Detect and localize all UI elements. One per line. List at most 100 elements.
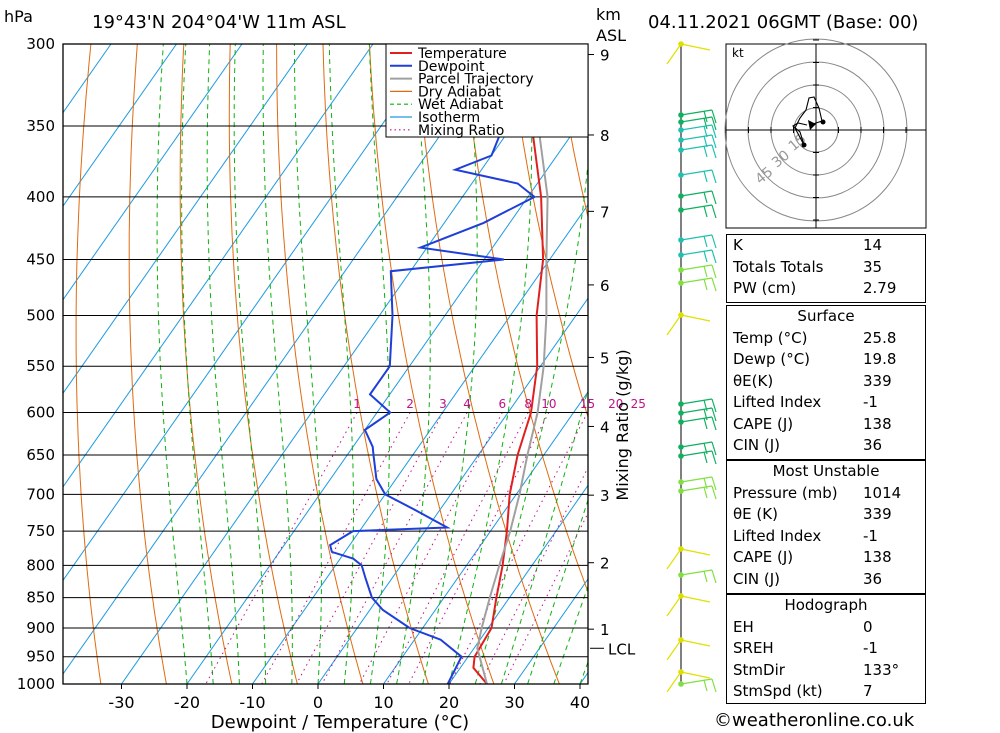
dry-adiabat-line [75,44,102,684]
mixing-ratio-label: 2 [406,397,414,411]
legend-box [385,43,589,138]
wind-barb-shaft [680,398,713,405]
index-row: PW (cm) 2.79 [727,278,925,300]
mixing-ratio-line [386,412,529,684]
index-row: StmSpd (kt) 7 [727,681,925,703]
wind-barb-feather [703,451,708,464]
dewpoint-line [328,44,537,684]
pressure-tick-label: 450 [26,251,55,269]
temp-tick-label: 10 [373,693,393,712]
isotherm-line [63,44,308,395]
wind-barb-feather [711,116,717,131]
wind-barb-feather [703,265,708,278]
wind-barb-shaft [680,169,713,176]
wind-barb-shaft [680,43,711,51]
y-axis-label: Mixing Ratio (g/kg) [613,349,632,500]
index-row: CAPE (J) 138 [727,547,925,569]
pressure-tick-label: 550 [26,357,55,375]
height-tick-label: 3 [600,487,610,505]
index-value: 133° [863,660,900,679]
wind-barb-feather [703,135,708,148]
wind-barb-shaft [680,204,713,211]
wind-barb-feather [711,277,717,292]
isotherm-line [383,390,588,684]
wind-barb-feather [711,398,717,413]
wind-barb-shaft [680,277,713,284]
temp-tick-label: -20 [174,693,200,712]
index-label: CAPE (J) [733,414,794,433]
hodograph-title: Hodograph [784,596,868,614]
most-unstable-table: Most Unstable Pressure (mb) 1014 θE (K) 339… [726,460,926,594]
wind-barb-shaft [680,595,711,603]
hodograph-point [801,142,807,148]
mixing-ratio-label: 15 [580,397,595,411]
index-label: Pressure (mb) [733,483,838,502]
height-tick-label: 6 [600,277,610,295]
wet-adiabat-line [500,387,588,684]
wet-adiabat-line [233,44,267,684]
mixing-ratio-line [261,412,411,684]
dry-adiabat-line [128,44,167,684]
wind-barb-feather [703,235,708,248]
isotherm-line [448,484,588,684]
wind-barb-tail [666,548,682,570]
pressure-tick-label: 700 [26,485,55,503]
index-value: 138 [863,548,892,566]
wind-barb-tail [666,671,682,693]
site-credit[interactable]: ©weatheronline.co.uk [714,710,915,731]
height-tick-label: 2 [600,555,610,573]
index-value: 35 [863,257,883,276]
dry-adiabat-line [927,44,1000,684]
dry-adiabat-line [368,44,495,684]
legend-label: Parcel Trajectory [418,72,534,88]
wind-barb-shaft [680,476,713,483]
wind-barb-feather [711,249,717,264]
km-unit-label: km [596,5,621,24]
most-unstable-title: Most Unstable [772,462,880,480]
isotherm-line [63,44,243,301]
index-row: Temp (°C) 25.8 [727,328,925,350]
temp-tick-label: 40 [570,693,590,712]
mixing-ratio-line [479,466,588,684]
wind-barb-shaft [680,416,713,423]
index-label: PW (cm) [733,279,797,297]
index-value: 2.79 [863,279,897,297]
surface-title: Surface [797,307,855,325]
wind-barb-shaft [680,441,713,448]
wet-adiabat-line [262,44,293,684]
wind-barb-tail [666,639,682,661]
dry-adiabat-line [179,44,233,684]
wind-barb-feather [711,190,717,205]
isotherm-line [63,44,505,675]
legend-label: Mixing Ratio [418,123,504,139]
wind-barb-feather [703,191,708,204]
wind-barb-shaft [680,109,713,116]
wind-barb-feather [711,264,717,279]
wind-barb-shaft [680,548,711,556]
legend-label: Dewpoint [418,59,485,75]
height-tick-label: 7 [600,203,610,221]
wind-barb-feather [703,125,708,138]
wind-barb-tail [666,595,682,617]
index-label: Totals Totals [733,257,824,276]
index-row: θE (K) 339 [727,504,925,526]
index-row: CIN (J) 36 [727,569,925,591]
index-row: Totals Totals 35 [727,257,925,279]
wind-barb-feather [711,407,717,422]
wind-barb-tail [666,314,682,336]
wind-barb-feather [711,169,717,184]
index-label: StmDir [733,660,785,679]
wet-adiabat-line [422,44,478,684]
wet-adiabat-line [448,44,533,684]
wind-barb-feather [703,417,708,430]
index-label: CAPE (J) [733,548,794,566]
index-row: Lifted Index -1 [727,392,925,414]
wind-barb-shaft [680,671,711,679]
wind-barb-feather [703,170,708,183]
pressure-tick-label: 1000 [17,675,55,693]
pressure-tick-label: 650 [26,446,55,464]
mixing-ratio-label: 1 [353,397,361,411]
wind-barb-feather [711,234,717,249]
